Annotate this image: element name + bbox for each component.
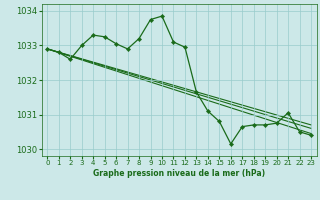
- X-axis label: Graphe pression niveau de la mer (hPa): Graphe pression niveau de la mer (hPa): [93, 169, 265, 178]
